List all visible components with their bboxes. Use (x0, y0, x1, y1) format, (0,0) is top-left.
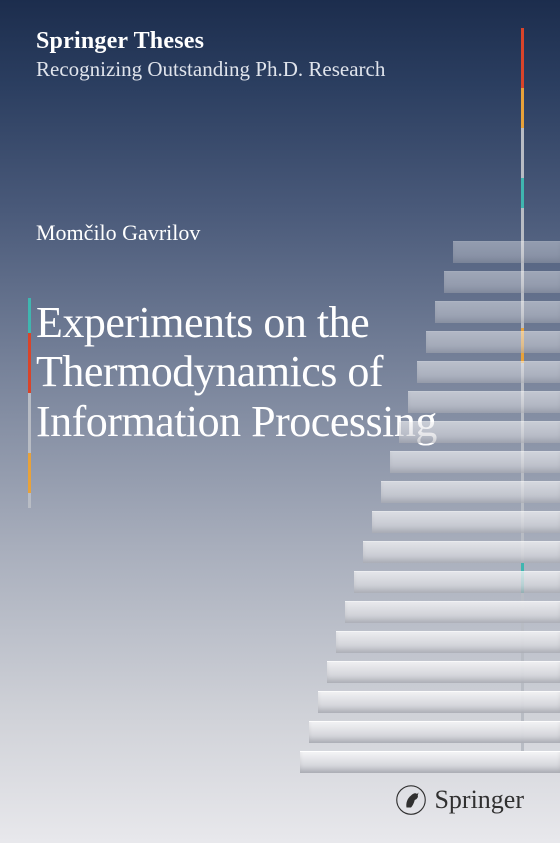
stair-step (372, 511, 560, 533)
series-subtitle: Recognizing Outstanding Ph.D. Research (36, 57, 524, 82)
bar-segment (28, 453, 31, 493)
author-name: Momčilo Gavrilov (36, 220, 200, 246)
springer-horse-icon (396, 785, 426, 815)
stair-step (426, 331, 560, 353)
bar-segment (28, 333, 31, 393)
stair-step (453, 241, 560, 263)
stair-step (318, 691, 560, 713)
stair-step (300, 751, 560, 773)
stair-step (363, 541, 560, 563)
bar-segment (28, 298, 31, 333)
stair-step (354, 571, 560, 593)
stair-step (417, 361, 560, 383)
bar-segment (521, 28, 524, 88)
bar-segment (521, 88, 524, 128)
bar-segment (28, 493, 31, 508)
stair-step (336, 631, 560, 653)
stair-step (309, 721, 560, 743)
stair-step (381, 481, 560, 503)
stair-step (435, 301, 560, 323)
stair-step (408, 391, 560, 413)
bar-segment (28, 393, 31, 453)
stair-step (444, 271, 560, 293)
stair-step (345, 601, 560, 623)
series-title: Springer Theses (36, 28, 524, 55)
series-block: Springer Theses Recognizing Outstanding … (36, 28, 524, 82)
accent-bar-left (28, 298, 31, 508)
staircase-graphic (300, 153, 560, 773)
publisher-block: Springer (396, 785, 524, 815)
stair-step (327, 661, 560, 683)
publisher-name: Springer (434, 785, 524, 815)
stair-step (390, 451, 560, 473)
book-cover: Springer Theses Recognizing Outstanding … (0, 0, 560, 843)
stair-step (399, 421, 560, 443)
